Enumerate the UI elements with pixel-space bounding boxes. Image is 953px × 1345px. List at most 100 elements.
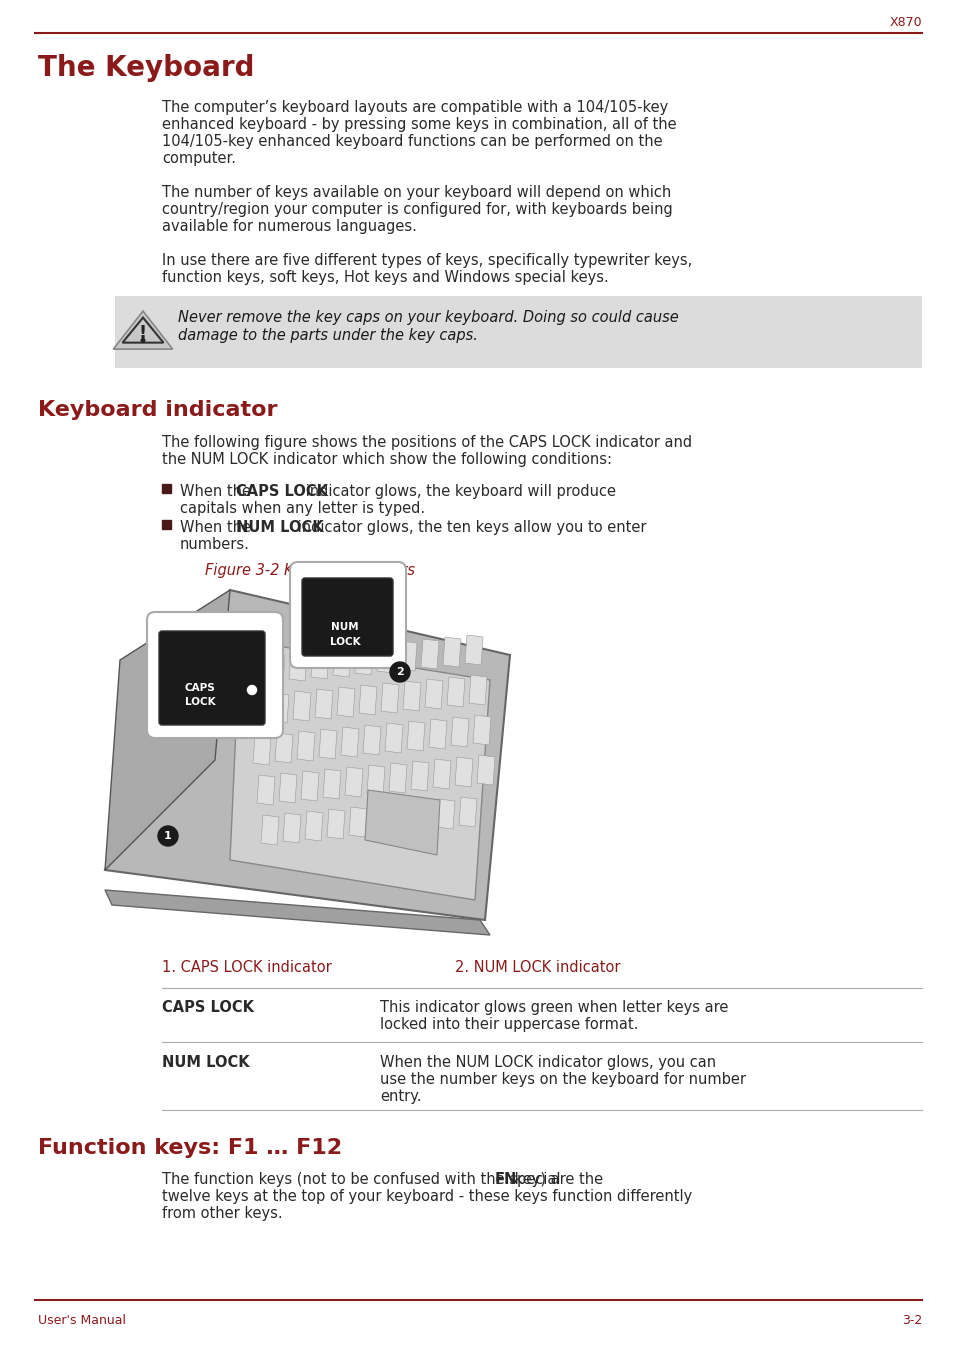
Text: 1. CAPS LOCK indicator: 1. CAPS LOCK indicator: [162, 960, 332, 975]
Polygon shape: [289, 651, 307, 681]
Text: capitals when any letter is typed.: capitals when any letter is typed.: [180, 500, 425, 516]
Polygon shape: [415, 802, 433, 831]
Text: computer.: computer.: [162, 151, 235, 165]
Polygon shape: [314, 689, 333, 720]
Polygon shape: [105, 590, 230, 870]
Polygon shape: [398, 642, 416, 671]
Text: Function keys: F1 … F12: Function keys: F1 … F12: [38, 1138, 342, 1158]
Text: available for numerous languages.: available for numerous languages.: [162, 219, 416, 234]
Polygon shape: [271, 693, 289, 724]
Polygon shape: [451, 717, 469, 746]
Polygon shape: [340, 728, 358, 757]
Polygon shape: [376, 643, 395, 672]
Polygon shape: [323, 769, 340, 799]
Text: NUM LOCK: NUM LOCK: [235, 521, 323, 535]
Polygon shape: [345, 767, 363, 798]
Text: from other keys.: from other keys.: [162, 1206, 282, 1221]
Polygon shape: [447, 677, 464, 707]
Text: In use there are five different types of keys, specifically typewriter keys,: In use there are five different types of…: [162, 253, 692, 268]
Text: Figure 3-2 Keypad indicators: Figure 3-2 Keypad indicators: [205, 564, 415, 578]
Circle shape: [141, 339, 145, 342]
Circle shape: [158, 826, 178, 846]
Polygon shape: [274, 733, 293, 763]
Polygon shape: [365, 790, 439, 855]
Text: LOCK: LOCK: [330, 638, 360, 647]
Text: indicator glows, the ten keys allow you to enter: indicator glows, the ten keys allow you …: [294, 521, 646, 535]
Text: The function keys (not to be confused with the special: The function keys (not to be confused wi…: [162, 1171, 564, 1188]
Polygon shape: [318, 729, 336, 759]
Polygon shape: [256, 775, 274, 806]
Polygon shape: [336, 687, 355, 717]
Text: entry.: entry.: [379, 1089, 421, 1104]
FancyBboxPatch shape: [159, 631, 265, 725]
Text: country/region your computer is configured for, with keyboards being: country/region your computer is configur…: [162, 202, 672, 217]
Text: When the: When the: [180, 521, 255, 535]
Text: The following figure shows the positions of the CAPS LOCK indicator and: The following figure shows the positions…: [162, 434, 691, 451]
Polygon shape: [380, 683, 398, 713]
Polygon shape: [433, 759, 451, 790]
Text: indicator glows, the keyboard will produce: indicator glows, the keyboard will produ…: [300, 484, 615, 499]
Text: CAPS: CAPS: [185, 683, 215, 693]
Text: 3-2: 3-2: [901, 1314, 921, 1326]
Text: FN: FN: [495, 1171, 517, 1188]
Polygon shape: [393, 803, 411, 833]
Polygon shape: [469, 675, 486, 705]
Text: twelve keys at the top of your keyboard - these keys function differently: twelve keys at the top of your keyboard …: [162, 1189, 692, 1204]
Polygon shape: [349, 807, 367, 837]
Polygon shape: [429, 720, 447, 749]
Polygon shape: [249, 695, 267, 725]
Text: key) are the: key) are the: [509, 1171, 602, 1188]
Polygon shape: [355, 646, 373, 675]
Text: User's Manual: User's Manual: [38, 1314, 126, 1326]
Polygon shape: [458, 798, 476, 827]
Polygon shape: [436, 799, 455, 829]
Polygon shape: [367, 765, 385, 795]
Polygon shape: [455, 757, 473, 787]
FancyBboxPatch shape: [147, 612, 283, 738]
Polygon shape: [407, 721, 424, 751]
Text: Never remove the key caps on your keyboard. Doing so could cause: Never remove the key caps on your keyboa…: [178, 309, 678, 325]
Text: damage to the parts under the key caps.: damage to the parts under the key caps.: [178, 328, 477, 343]
Polygon shape: [245, 655, 263, 685]
Polygon shape: [402, 681, 420, 712]
Text: use the number keys on the keyboard for number: use the number keys on the keyboard for …: [379, 1072, 745, 1087]
Text: CAPS LOCK: CAPS LOCK: [162, 999, 253, 1015]
Polygon shape: [476, 755, 495, 785]
Polygon shape: [442, 638, 460, 667]
FancyBboxPatch shape: [302, 578, 393, 656]
Polygon shape: [301, 771, 318, 802]
Polygon shape: [230, 640, 490, 900]
Polygon shape: [424, 679, 442, 709]
Text: The computer’s keyboard layouts are compatible with a 104/105-key: The computer’s keyboard layouts are comp…: [162, 100, 667, 116]
Polygon shape: [411, 761, 429, 791]
Text: NUM LOCK: NUM LOCK: [162, 1054, 250, 1071]
Polygon shape: [464, 635, 482, 664]
FancyBboxPatch shape: [115, 296, 921, 369]
Text: locked into their uppercase format.: locked into their uppercase format.: [379, 1017, 638, 1032]
Text: numbers.: numbers.: [180, 537, 250, 551]
Text: Keyboard indicator: Keyboard indicator: [38, 399, 277, 420]
Text: When the NUM LOCK indicator glows, you can: When the NUM LOCK indicator glows, you c…: [379, 1054, 716, 1071]
Text: function keys, soft keys, Hot keys and Windows special keys.: function keys, soft keys, Hot keys and W…: [162, 270, 608, 285]
Polygon shape: [371, 806, 389, 835]
Text: X870: X870: [888, 16, 921, 28]
Polygon shape: [389, 763, 407, 794]
Polygon shape: [113, 311, 172, 350]
Text: the NUM LOCK indicator which show the following conditions:: the NUM LOCK indicator which show the fo…: [162, 452, 612, 467]
Text: !: !: [139, 324, 147, 342]
Circle shape: [390, 662, 410, 682]
Polygon shape: [296, 730, 314, 761]
Bar: [162, 521, 171, 529]
Polygon shape: [327, 808, 345, 839]
Text: When the: When the: [180, 484, 255, 499]
Text: CAPS LOCK: CAPS LOCK: [235, 484, 328, 499]
Polygon shape: [267, 654, 285, 683]
Polygon shape: [473, 716, 491, 745]
Text: NUM: NUM: [331, 621, 358, 632]
Polygon shape: [305, 811, 323, 841]
Text: This indicator glows green when letter keys are: This indicator glows green when letter k…: [379, 999, 727, 1015]
Polygon shape: [333, 647, 351, 677]
Polygon shape: [358, 685, 376, 716]
Polygon shape: [420, 639, 438, 668]
Text: enhanced keyboard - by pressing some keys in combination, all of the: enhanced keyboard - by pressing some key…: [162, 117, 676, 132]
